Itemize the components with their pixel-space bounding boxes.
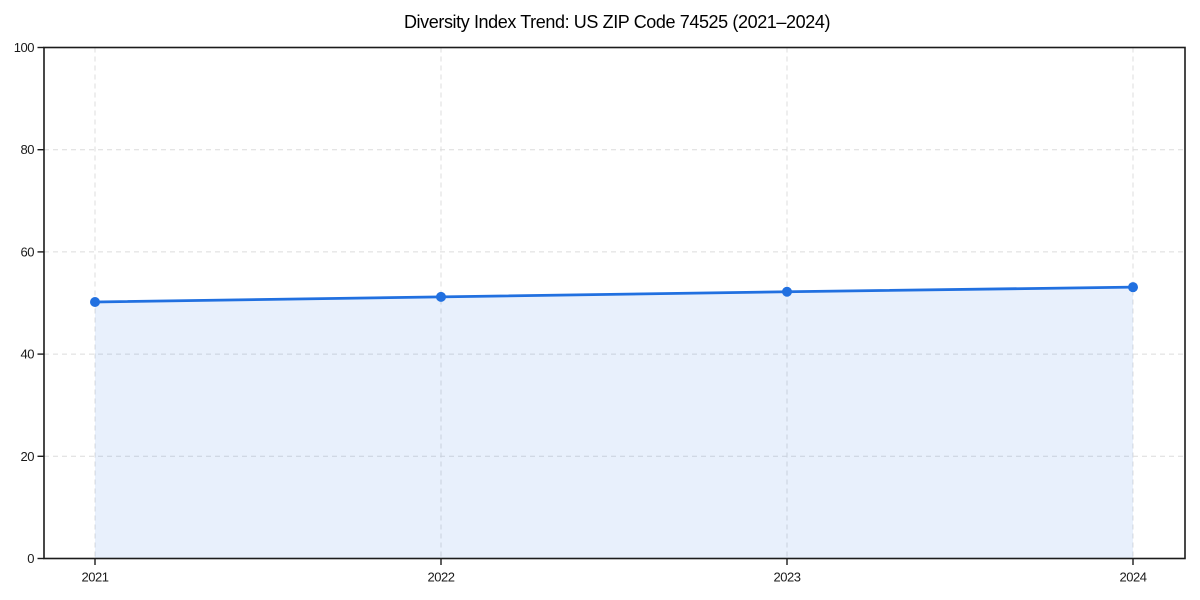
data-point: [782, 286, 792, 297]
trend-line: [93, 285, 1135, 304]
x-tick-label: 2023: [774, 570, 801, 585]
plot-border: [43, 46, 1186, 560]
x-tick-label: 2022: [428, 570, 455, 585]
area-fill: [95, 287, 1133, 559]
y-tick-label: 100: [14, 40, 34, 55]
area-layer: [95, 287, 1133, 559]
y-tick-label: 60: [21, 244, 35, 259]
line-layer: [93, 285, 1135, 304]
chart-title: Diversity Index Trend: US ZIP Code 74525…: [404, 12, 830, 32]
y-tick-label: 40: [21, 347, 35, 362]
y-tick-label: 20: [21, 449, 35, 464]
axes-layer: [37, 46, 1186, 565]
y-tick-label: 80: [21, 142, 35, 157]
markers-layer: [90, 282, 1138, 307]
data-point: [436, 291, 446, 302]
y-tick-label: 0: [27, 551, 34, 566]
tick-labels-layer: 0 20 40 60 80 100 2021 2022 2023 2024: [14, 40, 1147, 585]
x-tick-label: 2021: [82, 570, 109, 585]
data-point: [90, 296, 100, 307]
data-point: [1128, 282, 1138, 293]
x-tick-label: 2024: [1120, 570, 1147, 585]
